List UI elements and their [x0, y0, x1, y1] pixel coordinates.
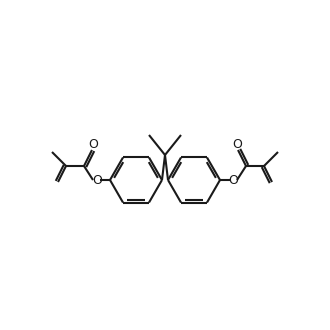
Text: O: O — [88, 139, 98, 151]
Text: O: O — [92, 174, 102, 186]
Text: O: O — [228, 174, 238, 186]
Text: O: O — [232, 139, 242, 151]
